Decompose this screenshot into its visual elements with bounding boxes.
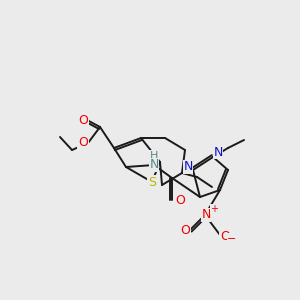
- Text: O: O: [78, 113, 88, 127]
- Text: N: N: [149, 158, 159, 172]
- Text: H: H: [150, 151, 158, 161]
- Text: N: N: [201, 208, 211, 221]
- Text: S: S: [148, 176, 156, 188]
- Text: +: +: [210, 204, 218, 214]
- Text: N: N: [213, 146, 223, 158]
- Text: −: −: [227, 234, 237, 244]
- Text: O: O: [175, 194, 185, 206]
- Text: O: O: [220, 230, 230, 244]
- Text: O: O: [180, 224, 190, 236]
- Text: O: O: [78, 136, 88, 149]
- Text: N: N: [183, 160, 193, 173]
